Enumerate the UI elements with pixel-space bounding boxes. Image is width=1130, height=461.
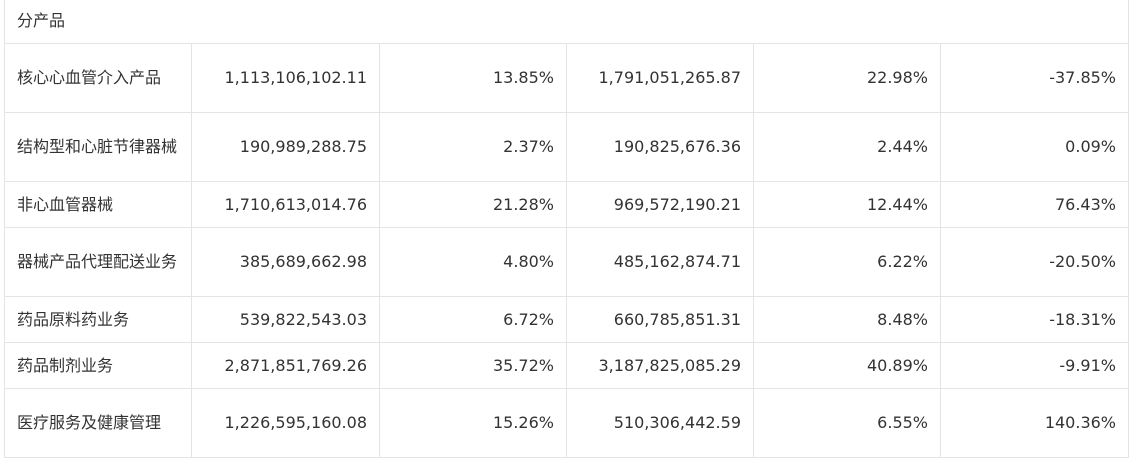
prev-revenue-cell: 969,572,190.21 <box>566 181 754 228</box>
change-cell: -9.91% <box>940 342 1129 389</box>
revenue-cell: 2,871,851,769.26 <box>191 342 380 389</box>
prev-share-cell: 6.55% <box>753 388 941 458</box>
prev-revenue-cell: 660,785,851.31 <box>566 296 754 343</box>
share-cell: 15.26% <box>379 388 567 458</box>
product-name-cell: 医疗服务及健康管理 <box>4 388 192 458</box>
prev-share-cell: 22.98% <box>753 43 941 113</box>
share-cell: 6.72% <box>379 296 567 343</box>
product-name-cell: 非心血管器械 <box>4 181 192 228</box>
prev-share-cell: 12.44% <box>753 181 941 228</box>
product-name-cell: 器械产品代理配送业务 <box>4 227 192 297</box>
table-row: 结构型和心脏节律器械 190,989,288.75 2.37% 190,825,… <box>4 112 1129 182</box>
prev-share-cell: 2.44% <box>753 112 941 182</box>
product-name-cell: 结构型和心脏节律器械 <box>4 112 192 182</box>
prev-share-cell: 6.22% <box>753 227 941 297</box>
prev-revenue-cell: 485,162,874.71 <box>566 227 754 297</box>
prev-revenue-cell: 510,306,442.59 <box>566 388 754 458</box>
change-cell: -20.50% <box>940 227 1129 297</box>
prev-share-cell: 8.48% <box>753 296 941 343</box>
prev-revenue-cell: 3,187,825,085.29 <box>566 342 754 389</box>
revenue-cell: 1,710,613,014.76 <box>191 181 380 228</box>
change-cell: -18.31% <box>940 296 1129 343</box>
prev-share-cell: 40.89% <box>753 342 941 389</box>
product-name-cell: 核心心血管介入产品 <box>4 43 192 113</box>
change-cell: 140.36% <box>940 388 1129 458</box>
change-cell: 0.09% <box>940 112 1129 182</box>
table-row: 药品原料药业务 539,822,543.03 6.72% 660,785,851… <box>4 296 1129 343</box>
share-cell: 4.80% <box>379 227 567 297</box>
revenue-cell: 385,689,662.98 <box>191 227 380 297</box>
section-header-row: 分产品 <box>4 0 1129 44</box>
revenue-cell: 539,822,543.03 <box>191 296 380 343</box>
revenue-cell: 1,226,595,160.08 <box>191 388 380 458</box>
table-row: 核心心血管介入产品 1,113,106,102.11 13.85% 1,791,… <box>4 43 1129 113</box>
prev-revenue-cell: 1,791,051,265.87 <box>566 43 754 113</box>
prev-revenue-cell: 190,825,676.36 <box>566 112 754 182</box>
change-cell: -37.85% <box>940 43 1129 113</box>
change-cell: 76.43% <box>940 181 1129 228</box>
table-row: 医疗服务及健康管理 1,226,595,160.08 15.26% 510,30… <box>4 388 1129 458</box>
section-label: 分产品 <box>4 0 1129 44</box>
share-cell: 2.37% <box>379 112 567 182</box>
share-cell: 35.72% <box>379 342 567 389</box>
product-name-cell: 药品原料药业务 <box>4 296 192 343</box>
table-row: 非心血管器械 1,710,613,014.76 21.28% 969,572,1… <box>4 181 1129 228</box>
product-revenue-table: 分产品 核心心血管介入产品 1,113,106,102.11 13.85% 1,… <box>4 0 1129 458</box>
share-cell: 21.28% <box>379 181 567 228</box>
share-cell: 13.85% <box>379 43 567 113</box>
revenue-cell: 190,989,288.75 <box>191 112 380 182</box>
table-row: 药品制剂业务 2,871,851,769.26 35.72% 3,187,825… <box>4 342 1129 389</box>
revenue-cell: 1,113,106,102.11 <box>191 43 380 113</box>
table-row: 器械产品代理配送业务 385,689,662.98 4.80% 485,162,… <box>4 227 1129 297</box>
product-name-cell: 药品制剂业务 <box>4 342 192 389</box>
